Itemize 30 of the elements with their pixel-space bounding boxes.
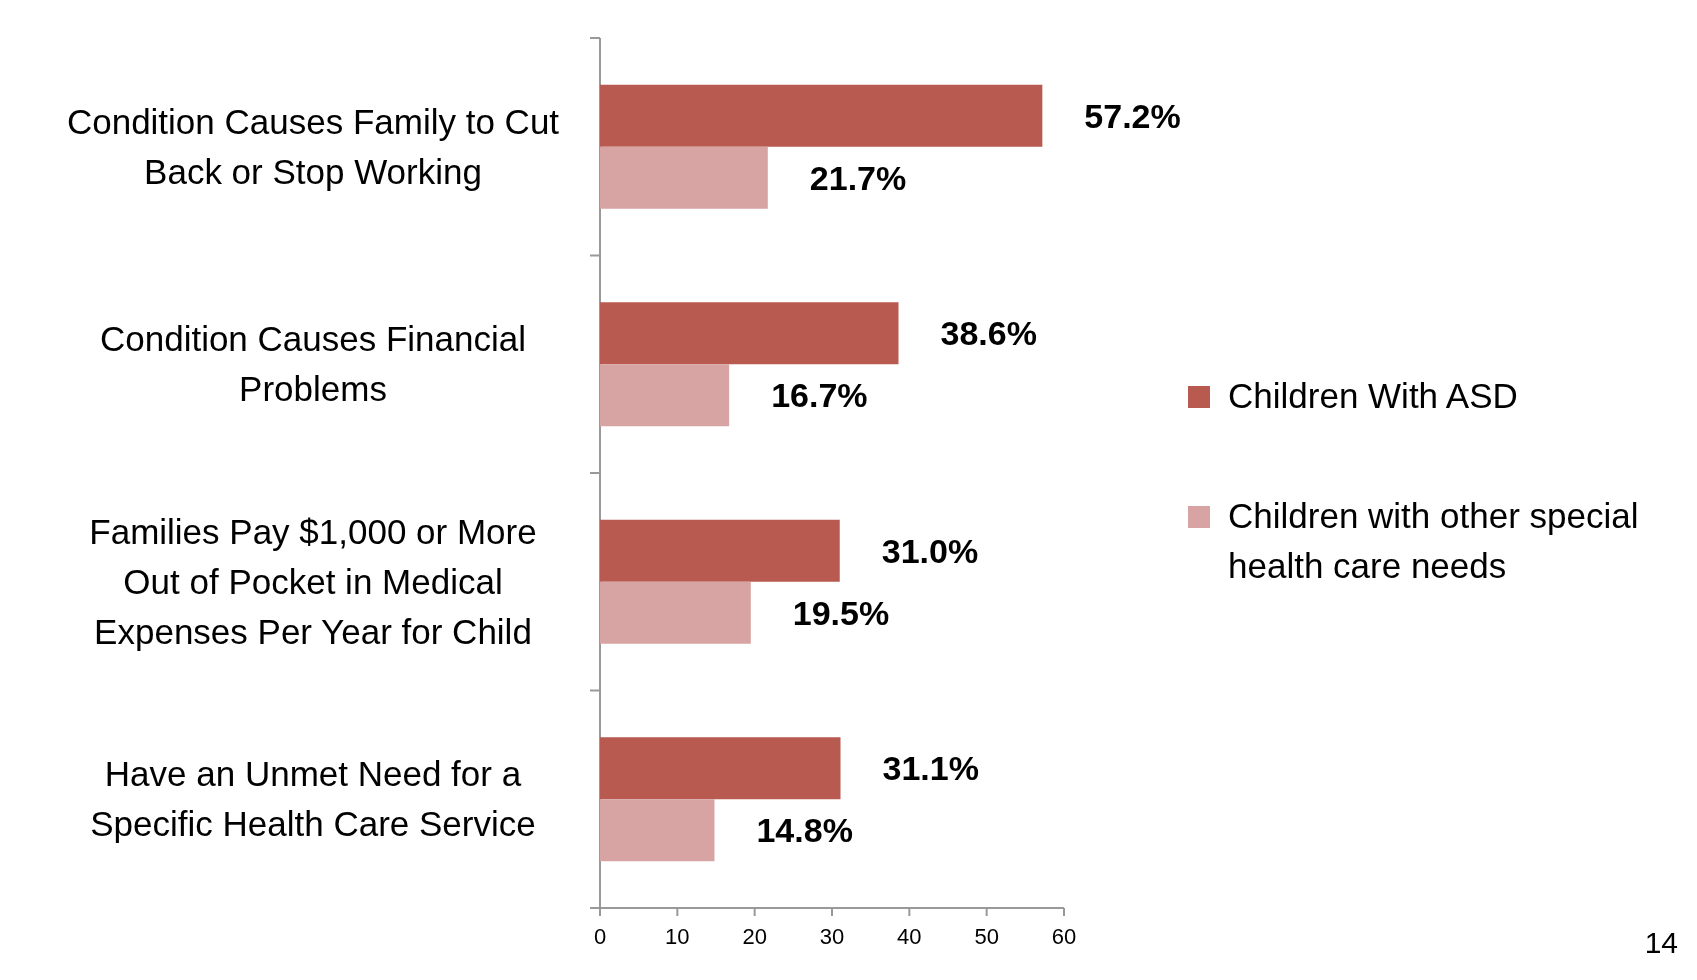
bar (600, 519, 840, 582)
legend-label: Children with other special health care needs (1228, 496, 1639, 585)
x-tick-label: 10 (665, 924, 690, 949)
data-label: 57.2% (1084, 96, 1181, 135)
y-tick-label: Condition Causes Financial Problems (99, 319, 527, 409)
bar (600, 302, 899, 365)
text: 14 (1644, 926, 1678, 959)
bar (600, 799, 715, 862)
x-tick-label: 20 (742, 924, 767, 949)
x-tick-label: 50 (974, 924, 999, 949)
x-tick-label: 60 (1051, 924, 1077, 949)
x-tick-label: 0 (593, 924, 607, 949)
x-tick-label: 30 (819, 924, 845, 949)
data-label: 16.7% (771, 376, 868, 415)
bar (600, 146, 768, 209)
x-tick-label: 40 (897, 924, 922, 949)
data-label: 21.7% (809, 158, 907, 197)
legend-label: Children With ASD (1228, 376, 1518, 415)
data-label: 31.0% (881, 531, 979, 570)
bar (600, 737, 841, 800)
y-tick-label: Condition Causes Family to Cut Back or Stop Working (66, 101, 560, 191)
data-label: 19.5% (792, 593, 890, 632)
data-label: 14.8% (756, 811, 853, 850)
bar (600, 84, 1043, 147)
bar (600, 581, 751, 644)
y-tick-label: Families Pay $1,000 or More Out of Pocket in Medical Expenses Per Year for Child (89, 511, 537, 651)
data-label: 31.1% (882, 749, 979, 788)
data-label: 38.6% (940, 314, 1037, 353)
bar (600, 364, 730, 427)
y-tick-label: Have an Unmet Need for a Specific Health Care Service (90, 754, 536, 844)
